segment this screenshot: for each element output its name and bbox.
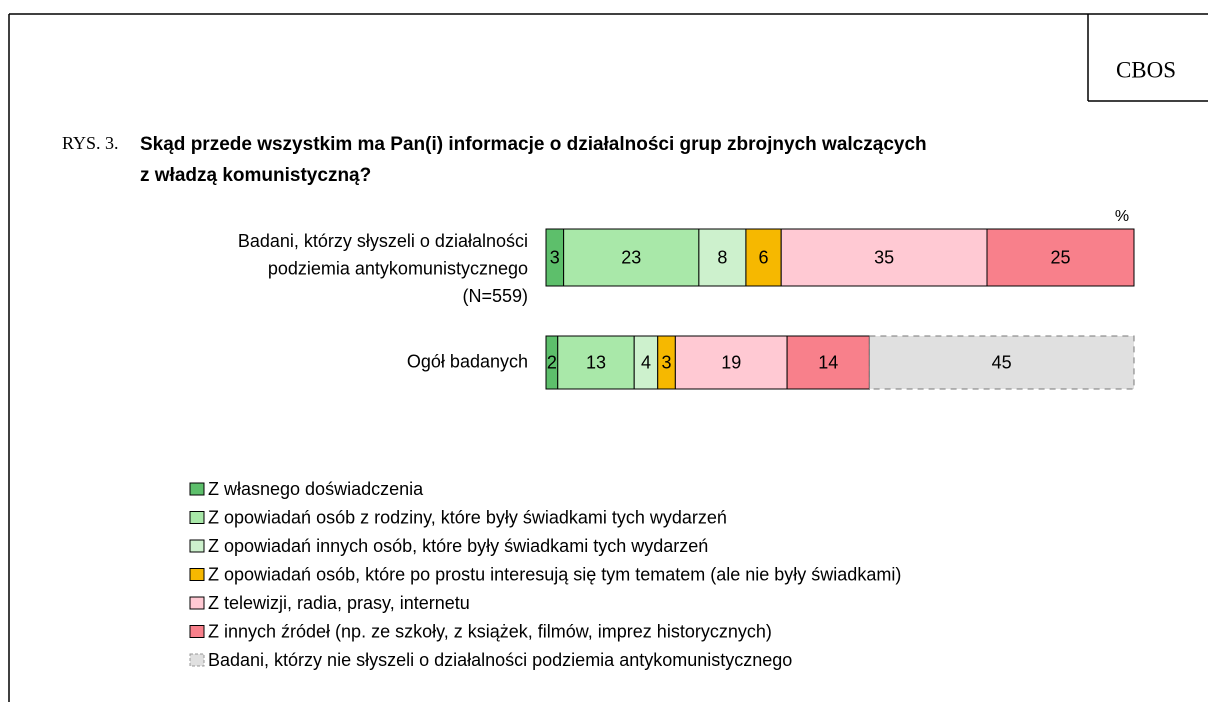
data-label: 13 bbox=[586, 352, 606, 372]
bar-segment bbox=[780, 228, 988, 287]
data-label: 45 bbox=[992, 352, 1012, 372]
data-label: 14 bbox=[818, 352, 838, 372]
data-label: 35 bbox=[874, 247, 894, 267]
bar-segment bbox=[698, 228, 747, 287]
bar-segment bbox=[557, 335, 635, 390]
data-label: 3 bbox=[550, 247, 560, 267]
data-label: 19 bbox=[721, 352, 741, 372]
legend-swatch bbox=[189, 596, 205, 610]
category-label: podziemia antykomunistycznego bbox=[268, 258, 528, 278]
category-label: Ogół badanych bbox=[407, 351, 528, 371]
legend-swatch bbox=[189, 539, 205, 553]
title-prefix: RYS. 3. bbox=[62, 133, 119, 153]
bar-segment bbox=[868, 335, 1135, 390]
category-label: (N=559) bbox=[462, 286, 528, 306]
data-label: 23 bbox=[621, 247, 641, 267]
legend-swatch bbox=[189, 482, 205, 496]
legend-swatch bbox=[189, 568, 205, 581]
bar-segment bbox=[745, 228, 782, 287]
legend-swatch bbox=[189, 625, 205, 638]
unit-label: % bbox=[1115, 208, 1129, 225]
bar-segment bbox=[986, 228, 1135, 287]
legend-swatch bbox=[189, 511, 205, 524]
legend-label: Z innych źródeł (np. ze szkoły, z książe… bbox=[208, 621, 772, 641]
data-label: 3 bbox=[662, 352, 672, 372]
data-label: 25 bbox=[1050, 247, 1070, 267]
legend-swatch bbox=[189, 653, 205, 667]
bar-segment bbox=[786, 335, 870, 390]
chart-title: z władzą komunistyczną? bbox=[140, 165, 371, 186]
bar-segment bbox=[674, 335, 788, 390]
legend-label: Z własnego doświadczenia bbox=[208, 479, 424, 499]
category-label: Badani, którzy słyszeli o działalności bbox=[238, 231, 528, 251]
legend-label: Badani, którzy nie słyszeli o działalnoś… bbox=[208, 650, 792, 670]
legend-label: Z opowiadań osób z rodziny, które były ś… bbox=[208, 507, 727, 527]
data-label: 6 bbox=[759, 247, 769, 267]
data-label: 8 bbox=[717, 247, 727, 267]
legend-label: Z opowiadań innych osób, które były świa… bbox=[208, 536, 708, 556]
data-label: 4 bbox=[641, 352, 651, 372]
legend-label: Z opowiadań osób, które po prostu intere… bbox=[208, 564, 901, 584]
bar-segment bbox=[563, 228, 700, 287]
legend-label: Z telewizji, radia, prasy, internetu bbox=[208, 593, 470, 613]
data-label: 2 bbox=[547, 352, 557, 372]
chart-title: Skąd przede wszystkim ma Pan(i) informac… bbox=[140, 134, 927, 155]
source: CBOS bbox=[1116, 57, 1176, 82]
